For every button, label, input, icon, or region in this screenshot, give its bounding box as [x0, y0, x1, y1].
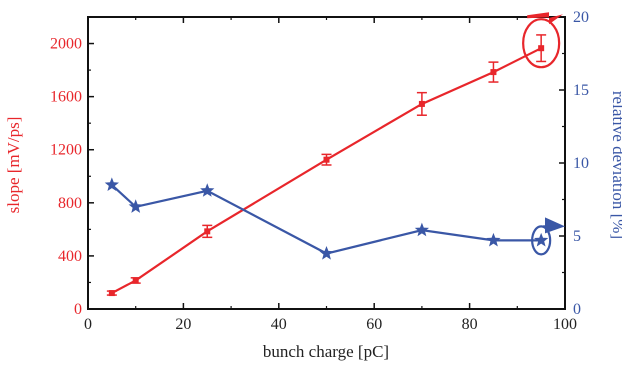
x-tick-label: 40: [271, 316, 287, 333]
x-tick-label: 20: [175, 316, 191, 333]
y2-tick-label: 5: [573, 228, 581, 245]
x-tick-label: 80: [462, 316, 478, 333]
slope-point: [538, 45, 544, 51]
y-tick-label: 0: [74, 301, 82, 318]
y2-axis-title: relative deviation [%]: [609, 91, 622, 239]
x-tick-label: 60: [366, 316, 382, 333]
series-layer: [105, 35, 549, 296]
y-tick-label: 400: [58, 248, 82, 265]
y2-tick-label: 0: [573, 301, 581, 318]
slope-point: [204, 228, 210, 234]
labels-layer: bunch charge [pC] slope [mV/ps] relative…: [4, 91, 622, 361]
slope-point: [490, 69, 496, 75]
x-axis-title: bunch charge [pC]: [263, 342, 389, 361]
y2-tick-label: 15: [573, 82, 589, 99]
y-tick-label: 800: [58, 195, 82, 212]
deviation-line: [112, 185, 541, 254]
y-axis-title: slope [mV/ps]: [4, 117, 23, 214]
slope-point: [324, 157, 330, 163]
deviation-point: [319, 246, 333, 260]
x-tick-label: 100: [553, 316, 577, 333]
deviation-axis-arrow: [545, 217, 565, 233]
deviation-point: [200, 183, 214, 197]
y-tick-label: 1600: [50, 89, 82, 106]
deviation-point: [534, 233, 548, 247]
slope-point: [109, 290, 115, 296]
deviation-point: [486, 233, 500, 247]
slope-point: [419, 101, 425, 107]
y2-tick-label: 10: [573, 155, 589, 172]
y-tick-label: 1200: [50, 142, 82, 159]
y-tick-label: 2000: [50, 36, 82, 53]
x-tick-label: 0: [84, 316, 92, 333]
deviation-point: [415, 223, 429, 237]
y2-tick-label: 20: [573, 9, 589, 26]
slope-point: [133, 277, 139, 283]
